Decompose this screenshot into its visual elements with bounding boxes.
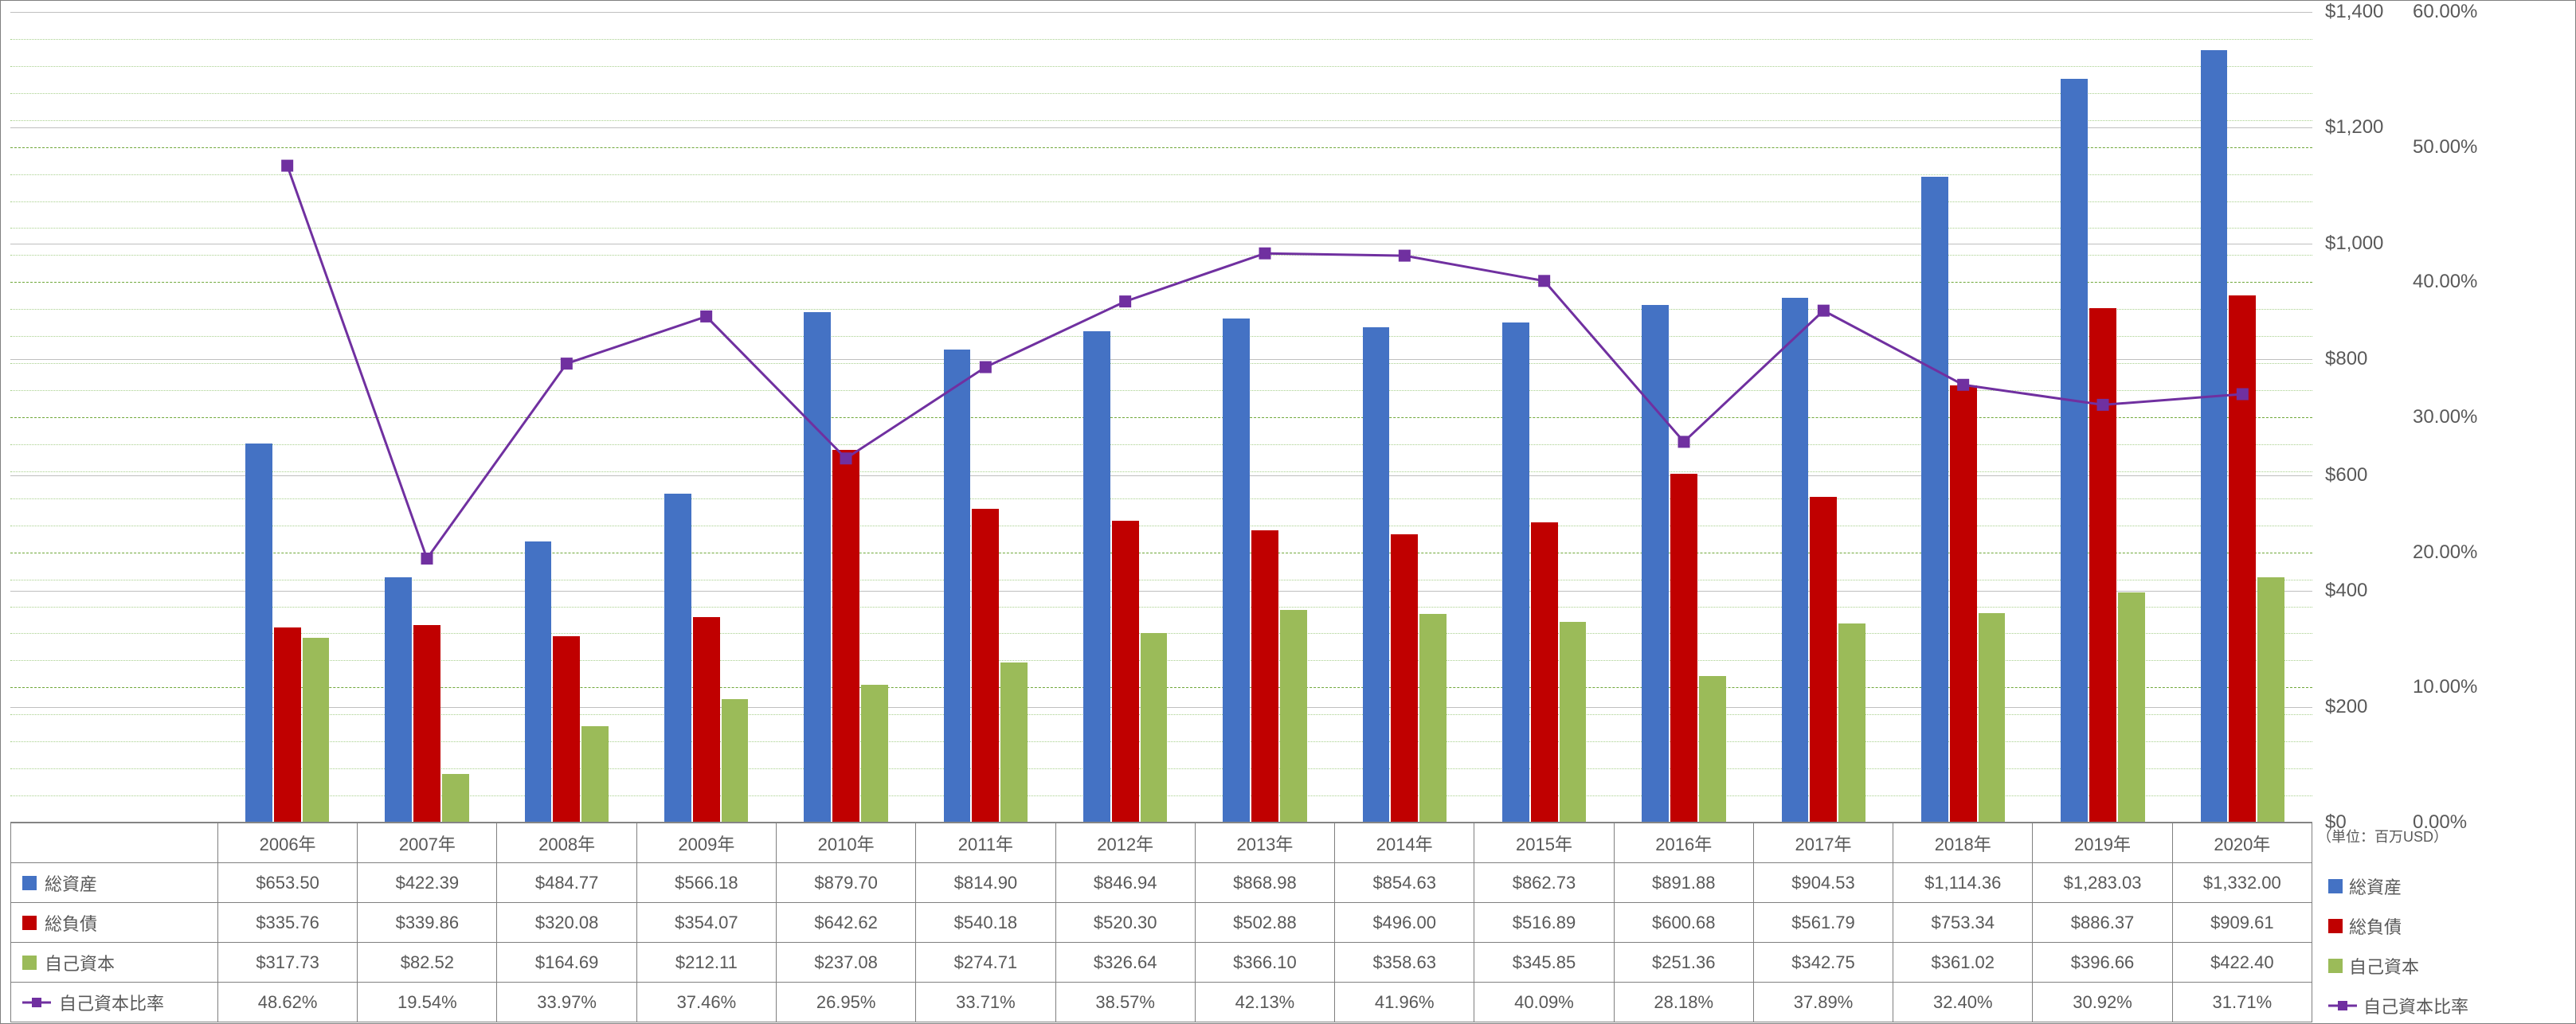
axis-secondary-tick: 50.00% [2413,136,2477,158]
table-header-row: 2006年2007年2008年2009年2010年2011年2012年2013年… [11,823,2312,863]
legend-item: 自己資本 [2328,953,2419,979]
legend-item: 自己資本比率 [2328,993,2468,1018]
axis-secondary-tick: 60.00% [2413,1,2477,23]
legend-label: 総負債 [2349,913,2402,939]
axis-secondary-tick: 20.00% [2413,541,2477,564]
legend-item: 総資産 [2328,874,2402,899]
table-row: 自己資本$317.73$82.52$164.69$212.11$237.08$2… [11,943,2312,983]
legend-item: 総負債 [2328,913,2402,939]
legend-label: 自己資本比率 [2363,993,2468,1018]
axis-primary-tick: $200 [2325,696,2367,718]
table-row: 総負債$335.76$339.86$320.08$354.07$642.62$5… [11,903,2312,943]
axis-secondary-tick: 40.00% [2413,271,2477,293]
axis-primary-tick: $1,400 [2325,1,2383,23]
legend-label: 自己資本 [2349,953,2419,979]
table-row: 総資産$653.50$422.39$484.77$566.18$879.70$8… [11,863,2312,903]
ratio-line [10,12,2312,823]
axis-secondary-tick: 10.00% [2413,676,2477,698]
financials-chart: $0$200$400$600$800$1,000$1,200$1,400 0.0… [0,0,2576,1024]
series-label: 総資産 [45,870,97,896]
legend-label: 総資産 [2349,874,2402,899]
axis-secondary-tick: 30.00% [2413,406,2477,428]
series-label: 総負債 [45,910,97,936]
data-table: 2006年2007年2008年2009年2010年2011年2012年2013年… [10,823,2312,1022]
axis-primary-tick: $600 [2325,464,2367,487]
plot-area [10,12,2312,823]
table-row: 自己資本比率48.62%19.54%33.97%37.46%26.95%33.7… [11,983,2312,1022]
axis-primary-tick: $800 [2325,348,2367,370]
axis-primary-tick: $1,200 [2325,116,2383,139]
axis-primary-tick: $1,000 [2325,233,2383,255]
series-label: 自己資本比率 [59,990,164,1015]
unit-label: （単位：百万USD） [2317,826,2448,846]
series-label: 自己資本 [45,950,115,975]
axis-primary-tick: $400 [2325,580,2367,602]
